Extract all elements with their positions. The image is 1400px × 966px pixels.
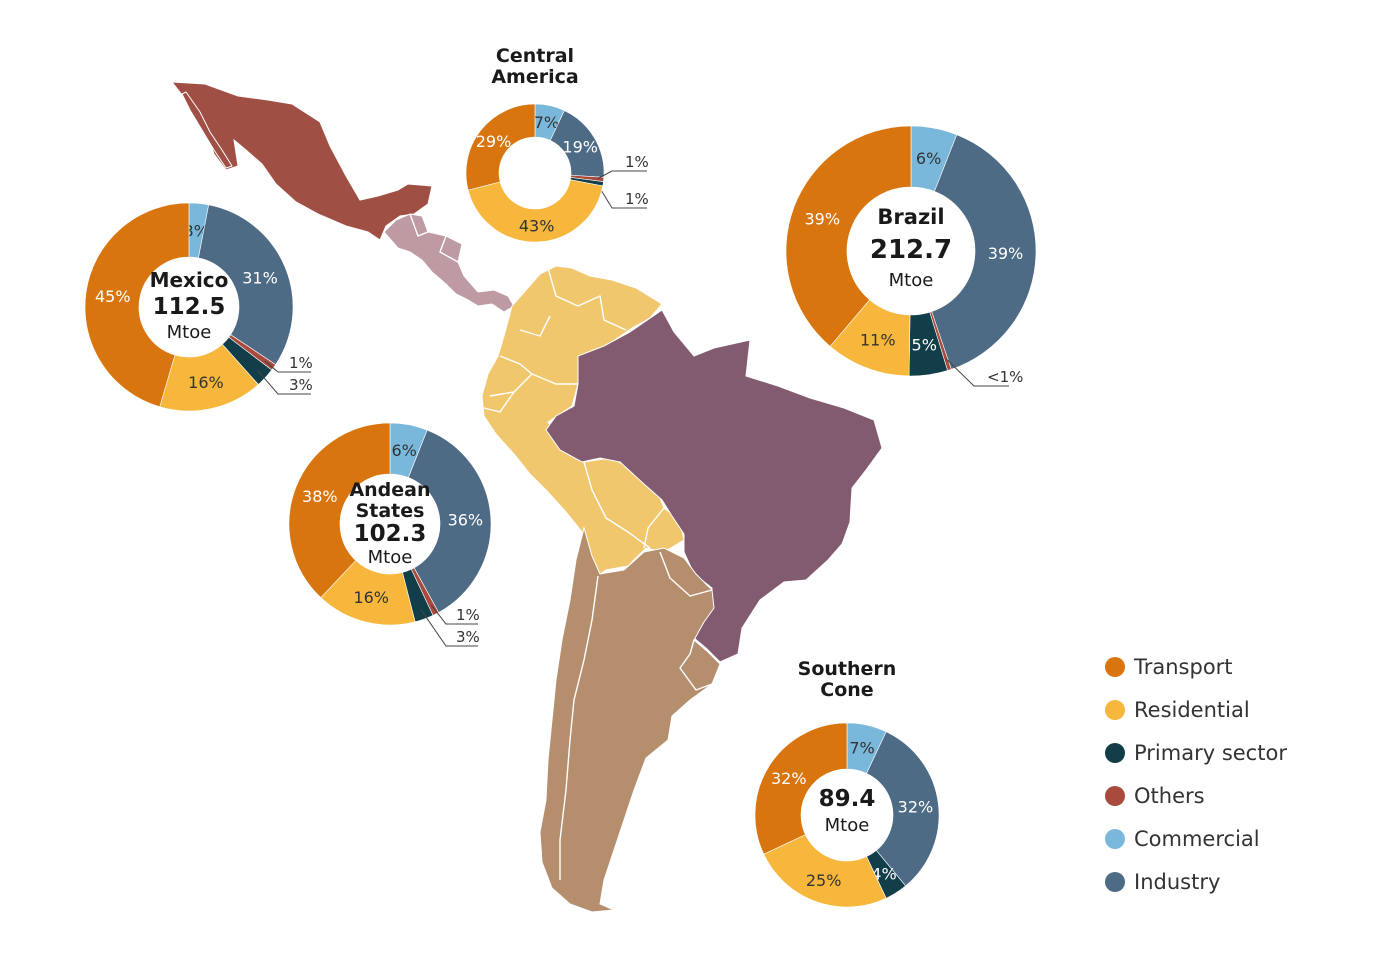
slice-label: 1% — [456, 606, 480, 624]
slice-label: 4% — [871, 864, 896, 883]
legend: Transport Residential Primary sector Others… — [1105, 645, 1287, 903]
donut-hole — [847, 187, 975, 315]
slice-label: 16% — [188, 373, 224, 392]
slice-label: 16% — [353, 588, 389, 607]
donut-hole — [340, 474, 440, 574]
legend-item-industry: Industry — [1105, 860, 1287, 903]
region-title: Central — [496, 45, 574, 67]
slice-label: 32% — [898, 797, 934, 816]
slice-label: 6% — [916, 149, 941, 168]
region-southern-cone — [539, 526, 721, 913]
map-regions — [170, 81, 883, 913]
callout-line — [596, 170, 647, 180]
slice-label: 3% — [456, 628, 480, 646]
slice-label: 31% — [242, 268, 278, 287]
slice-label: 36% — [448, 510, 484, 529]
slice-label: 3% — [289, 376, 313, 394]
legend-item-others: Others — [1105, 774, 1287, 817]
region-mexico — [170, 81, 433, 241]
slice-label: <1% — [987, 368, 1023, 386]
region-title: Andean — [349, 479, 430, 501]
region-title: Brazil — [877, 205, 944, 229]
legend-swatch — [1105, 742, 1125, 763]
legend-swatch — [1105, 699, 1125, 720]
slice-label: 1% — [625, 190, 649, 208]
slice-label: 38% — [302, 487, 338, 506]
callout-line — [945, 357, 1009, 387]
slice-label: 5% — [912, 336, 937, 355]
country-borders — [409, 213, 713, 880]
legend-label: Others — [1134, 783, 1205, 808]
region-title: States — [356, 500, 425, 522]
region-total: 89.4 — [819, 786, 876, 812]
legend-label: Residential — [1134, 697, 1250, 722]
callout-line — [420, 609, 478, 647]
slice-label: 11% — [860, 330, 896, 349]
slice-label: 1% — [289, 354, 313, 372]
slice-label: 7% — [849, 739, 874, 758]
region-title: Southern — [798, 658, 897, 680]
region-title: Cone — [820, 679, 873, 701]
legend-label: Commercial — [1134, 826, 1260, 851]
region-unit: Mtoe — [368, 547, 413, 568]
region-total: 102.3 — [354, 521, 427, 547]
region-unit: Mtoe — [167, 322, 212, 343]
donut-hole — [499, 137, 571, 209]
region-title: America — [491, 66, 578, 88]
legend-swatch — [1105, 871, 1125, 892]
slice-label: 39% — [988, 244, 1024, 263]
region-total: 112.5 — [153, 294, 226, 320]
legend-item-commercial: Commercial — [1105, 817, 1287, 860]
slice-transport — [84, 202, 190, 408]
slice-label: 32% — [771, 769, 807, 788]
donut-charts: 3%31%1%3%16%45%Mexico112.5Mtoe7%19%1%1%4… — [84, 45, 1037, 908]
legend-item-transport: Transport — [1105, 645, 1287, 688]
region-title: Mexico — [150, 268, 229, 292]
legend-label: Primary sector — [1134, 740, 1287, 765]
legend-item-residential: Residential — [1105, 688, 1287, 731]
legend-swatch — [1105, 785, 1125, 806]
donut-hole — [139, 257, 239, 357]
slice-label: 25% — [806, 871, 842, 890]
donut-hole — [801, 769, 893, 861]
slice-label: 39% — [805, 209, 841, 228]
slice-label: 6% — [391, 441, 416, 460]
callout-line — [430, 604, 478, 625]
legend-item-primary: Primary sector — [1105, 731, 1287, 774]
region-unit: Mtoe — [825, 815, 870, 836]
legend-label: Industry — [1134, 869, 1221, 894]
region-brazil — [545, 309, 883, 663]
region-total: 212.7 — [870, 235, 952, 265]
slice-label: 29% — [476, 132, 512, 151]
legend-swatch — [1105, 828, 1125, 849]
callout-line — [264, 360, 311, 373]
slice-label: 1% — [625, 153, 649, 171]
slice-label: 7% — [534, 113, 559, 132]
region-baja-california — [181, 91, 233, 169]
callout-line — [257, 369, 311, 395]
slice-label: 43% — [519, 216, 555, 235]
slice-label: 19% — [562, 137, 598, 156]
legend-swatch — [1105, 656, 1125, 677]
legend-label: Transport — [1134, 654, 1233, 679]
slice-label: 45% — [95, 287, 131, 306]
region-central-america — [383, 213, 515, 313]
region-unit: Mtoe — [889, 270, 934, 291]
donut-brazil: 6% 39% <1% 5% 11% 39% Brazil 212.7 Mtoe — [785, 125, 1037, 387]
